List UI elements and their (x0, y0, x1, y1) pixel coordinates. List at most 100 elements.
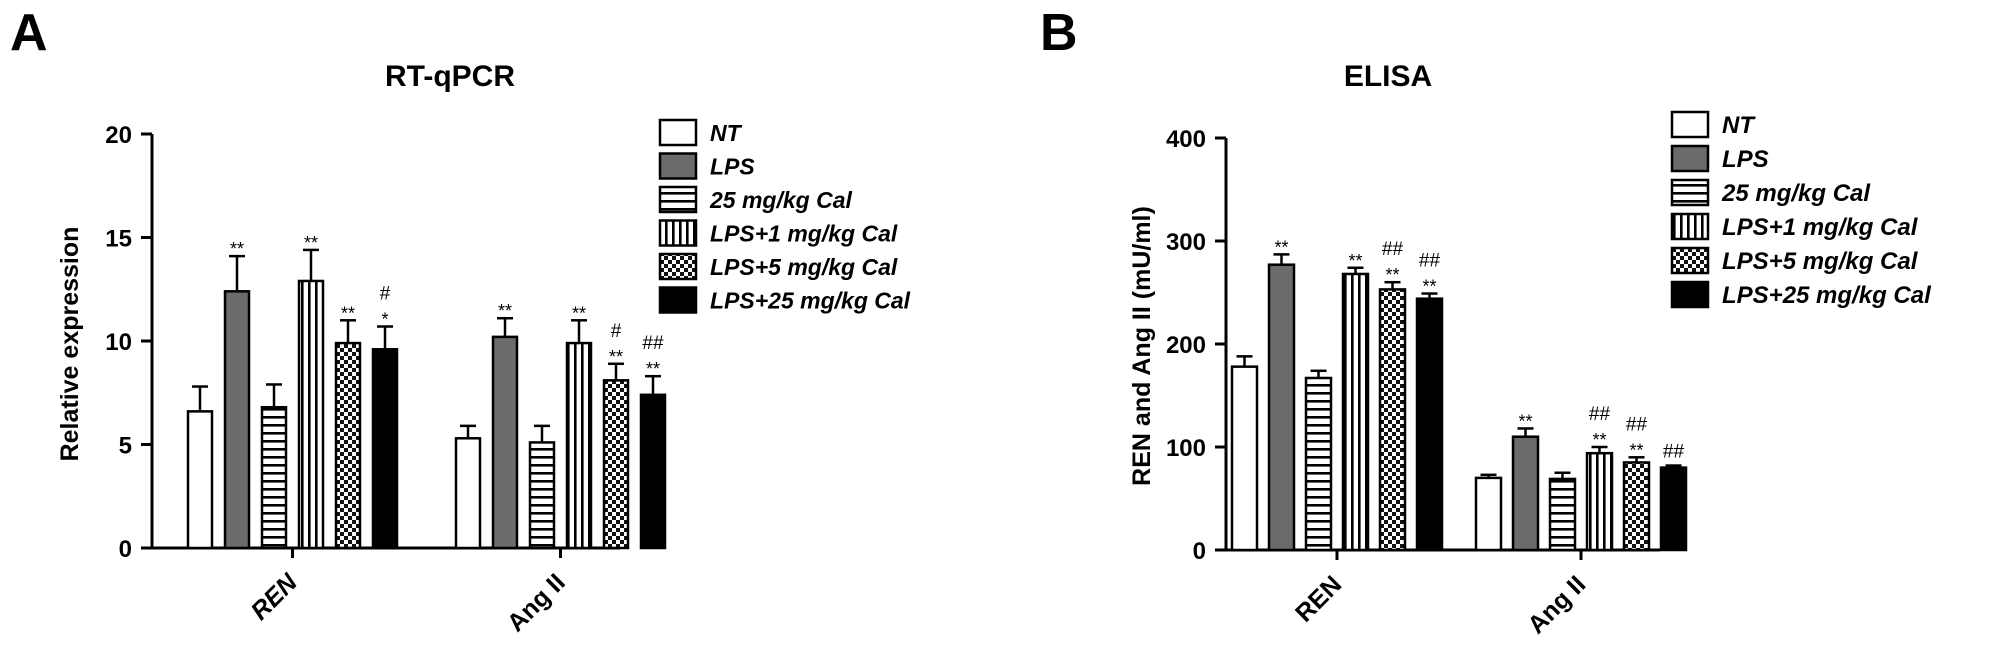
legend-label: NT (710, 120, 743, 146)
bar (1585, 451, 1614, 552)
y-tick-label: 10 (105, 329, 132, 356)
legend-item: LPS (1670, 144, 1769, 173)
bar (334, 341, 362, 550)
bar (1548, 477, 1577, 552)
legend-item: 25 mg/kg Cal (658, 185, 852, 214)
chart-title: ELISA (1344, 60, 1432, 93)
y-tick-label: 400 (1166, 126, 1206, 153)
y-tick-label: 15 (105, 226, 132, 253)
panel-b: B ELISA REN and Ang II (mU/ml) 0 100 200 30… (1040, 4, 1932, 639)
bar (1659, 466, 1688, 552)
bar (528, 441, 556, 550)
bar (297, 279, 325, 550)
bar (565, 341, 593, 550)
bar (454, 437, 482, 550)
y-tick-label: 200 (1166, 332, 1206, 359)
significance-label: ## (642, 333, 664, 354)
legend-swatch (658, 286, 698, 314)
significance-label: ** (230, 239, 244, 259)
bar (223, 290, 251, 550)
significance-label: ** (572, 303, 586, 323)
significance-label: ** (609, 347, 623, 367)
bar (1304, 376, 1333, 552)
bar (602, 379, 630, 550)
bar (1415, 297, 1444, 552)
bar (1511, 435, 1540, 552)
significance-label: ** (1274, 237, 1288, 257)
significance-label: ** (1348, 251, 1362, 271)
significance-label: ** (1385, 265, 1399, 285)
y-tick-label: 300 (1166, 229, 1206, 256)
legend-label: LPS+25 mg/kg Cal (1722, 282, 1932, 309)
y-axis-label: REN and Ang II (mU/ml) (1128, 206, 1156, 486)
legend-label: LPS+1 mg/kg Cal (710, 221, 898, 247)
bar (260, 405, 288, 550)
legend-swatch (658, 252, 698, 281)
legend-label: 25 mg/kg Cal (1721, 180, 1871, 207)
legend-item: LPS+25 mg/kg Cal (1670, 280, 1932, 309)
legend-item: LPS (658, 152, 755, 180)
legend: NT LPS 25 mg/kg Cal LPS+1 mg/kg Cal LPS+5 mg… (658, 118, 911, 314)
legend-swatch (658, 118, 698, 147)
x-tick-label: Ang II (502, 568, 571, 637)
legend-swatch (1670, 212, 1710, 241)
bar (1230, 365, 1259, 552)
panel-letter: A (10, 4, 48, 62)
bar (1378, 288, 1407, 552)
legend-item: LPS+1 mg/kg Cal (1670, 212, 1919, 241)
significance-label: * (381, 310, 388, 330)
bar (639, 393, 667, 550)
significance-label: ** (1422, 277, 1436, 297)
panel-a: A RT-qPCR Relative expression 0 5 10 15 20 RE… (10, 4, 911, 637)
legend-item: NT (658, 118, 743, 147)
significance-label: ** (646, 359, 660, 379)
legend-item: LPS+5 mg/kg Cal (1670, 246, 1919, 275)
y-tick-label: 0 (1193, 538, 1206, 565)
y-tick-label: 100 (1166, 435, 1206, 462)
legend-item: LPS+1 mg/kg Cal (658, 219, 898, 247)
y-tick-label: 5 (119, 433, 132, 460)
bar (1341, 272, 1370, 552)
significance-label: ## (1626, 414, 1648, 435)
legend-swatch (658, 185, 698, 214)
legend-label: 25 mg/kg Cal (709, 187, 852, 213)
x-tick-label: Ang II (1522, 570, 1591, 639)
bar (371, 348, 399, 550)
legend-item: LPS+25 mg/kg Cal (658, 286, 911, 314)
bar (491, 335, 519, 550)
legend-label: LPS (1722, 146, 1769, 173)
y-axis-label: Relative expression (56, 227, 84, 462)
bar (186, 410, 214, 550)
significance-label: ## (1663, 442, 1685, 463)
plot-area: 0 5 10 15 20 REN ** ** ** # * Ang II ** ** # ** ## ** (105, 122, 667, 637)
legend-label: LPS+25 mg/kg Cal (710, 288, 911, 314)
legend-item: LPS+5 mg/kg Cal (658, 252, 898, 281)
legend-swatch (658, 219, 698, 247)
significance-label: ** (1592, 430, 1606, 450)
legend-swatch (1670, 178, 1710, 207)
y-tick-label: 20 (105, 122, 132, 149)
x-tick-label: REN (246, 568, 304, 626)
significance-label: ** (1518, 411, 1532, 431)
legend-label: NT (1722, 112, 1756, 139)
chart-title: RT-qPCR (385, 60, 515, 93)
panel-letter: B (1040, 4, 1078, 62)
legend-label: LPS (710, 154, 755, 180)
legend-item: NT (1670, 110, 1756, 139)
legend-label: LPS+1 mg/kg Cal (1722, 214, 1919, 241)
legend-swatch (1670, 144, 1710, 173)
significance-label: # (380, 284, 391, 305)
bar (1474, 476, 1503, 552)
significance-label: ** (304, 233, 318, 253)
bar (1622, 461, 1651, 552)
significance-label: ## (1589, 404, 1611, 425)
x-tick-label: REN (1290, 570, 1347, 627)
legend-swatch (1670, 110, 1710, 139)
significance-label: # (611, 321, 622, 342)
bar (1267, 263, 1296, 552)
legend-swatch (658, 152, 698, 180)
significance-label: ** (498, 301, 512, 321)
significance-label: ** (341, 303, 355, 323)
significance-label: ** (1629, 440, 1643, 460)
